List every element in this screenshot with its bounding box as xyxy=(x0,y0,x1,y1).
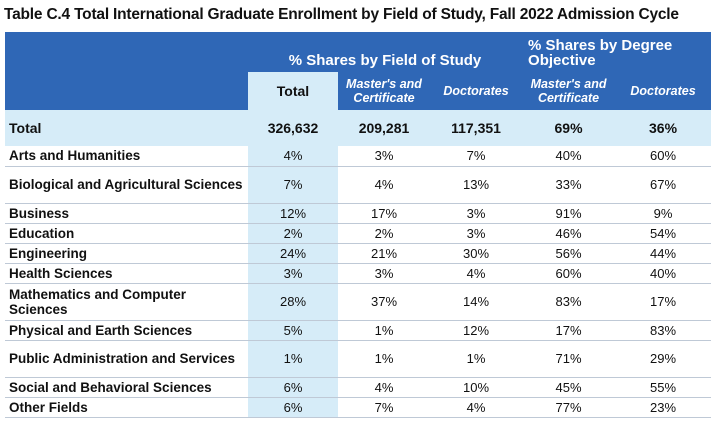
cell-degree-masters: 45% xyxy=(522,377,616,398)
cell-degree-masters: 71% xyxy=(522,340,616,378)
header-col-field-masters: Master's and Certificate xyxy=(338,72,430,110)
table-row: Business 12% 17% 3% 91% 9% xyxy=(5,203,712,224)
header-col-degree-doctorates: Doctorates xyxy=(615,72,712,110)
header-group-degree: % Shares by Degree Objective xyxy=(522,32,712,72)
cell-degree-masters: 91% xyxy=(522,203,616,224)
cell-total: 24% xyxy=(248,243,338,264)
cell-field-masters: 4% xyxy=(338,377,430,398)
cell-degree-doctorates: 17% xyxy=(615,283,712,321)
cell-total: 12% xyxy=(248,203,338,224)
table-row: Other Fields 6% 7% 4% 77% 23% xyxy=(5,397,712,418)
header-col-total: Total xyxy=(248,72,338,110)
cell-field-doctorates: 14% xyxy=(430,283,523,321)
cell-field-masters: 17% xyxy=(338,203,430,224)
row-label: Public Administration and Services xyxy=(5,340,248,378)
cell-field-doctorates: 3% xyxy=(430,203,523,224)
cell-degree-masters: 83% xyxy=(522,283,616,321)
table-row: Engineering 24% 21% 30% 56% 44% xyxy=(5,243,712,264)
enrollment-table: % Shares by Field of Study % Shares by D… xyxy=(5,32,712,418)
cell-field-masters: 37% xyxy=(338,283,430,321)
cell-field-masters: 1% xyxy=(338,320,430,341)
table-title: Table C.4 Total International Graduate E… xyxy=(4,6,679,23)
cell-degree-doctorates: 54% xyxy=(615,223,712,244)
row-label: Engineering xyxy=(5,243,248,264)
cell-field-doctorates: 7% xyxy=(430,146,523,167)
row-label: Biological and Agricultural Sciences xyxy=(5,166,248,204)
total-row: Total 326,632 209,281 117,351 69% 36% xyxy=(5,110,712,146)
cell-field-doctorates: 117,351 xyxy=(430,110,523,146)
cell-total: 3% xyxy=(248,263,338,284)
table-row: Public Administration and Services 1% 1% 1%… xyxy=(5,340,712,378)
header-blank xyxy=(5,32,248,72)
cell-degree-doctorates: 40% xyxy=(615,263,712,284)
cell-field-doctorates: 4% xyxy=(430,263,523,284)
cell-degree-masters: 46% xyxy=(522,223,616,244)
table-row: Biological and Agricultural Sciences 7% 4%… xyxy=(5,166,712,204)
cell-degree-doctorates: 83% xyxy=(615,320,712,341)
table-row: Arts and Humanities 4% 3% 7% 40% 60% xyxy=(5,146,712,167)
cell-field-doctorates: 12% xyxy=(430,320,523,341)
cell-field-doctorates: 30% xyxy=(430,243,523,264)
cell-total: 4% xyxy=(248,146,338,167)
row-label: Business xyxy=(5,203,248,224)
table-row: Education 2% 2% 3% 46% 54% xyxy=(5,223,712,244)
cell-total: 6% xyxy=(248,377,338,398)
row-label: Education xyxy=(5,223,248,244)
cell-field-doctorates: 10% xyxy=(430,377,523,398)
header-blank-sub xyxy=(5,72,248,110)
header-col-field-doctorates: Doctorates xyxy=(430,72,523,110)
row-label: Arts and Humanities xyxy=(5,146,248,167)
cell-field-doctorates: 3% xyxy=(430,223,523,244)
cell-field-masters: 209,281 xyxy=(338,110,430,146)
cell-degree-doctorates: 60% xyxy=(615,146,712,167)
cell-degree-masters: 17% xyxy=(522,320,616,341)
cell-field-masters: 2% xyxy=(338,223,430,244)
table-row: Physical and Earth Sciences 5% 1% 12% 17% 83% xyxy=(5,320,712,341)
cell-degree-masters: 33% xyxy=(522,166,616,204)
cell-degree-masters: 40% xyxy=(522,146,616,167)
header-col-degree-masters: Master's and Certificate xyxy=(522,72,616,110)
cell-total: 5% xyxy=(248,320,338,341)
cell-degree-masters: 69% xyxy=(522,110,616,146)
table-row: Mathematics and Computer Sciences 28% 37% 1… xyxy=(5,283,712,321)
cell-total: 7% xyxy=(248,166,338,204)
cell-field-doctorates: 13% xyxy=(430,166,523,204)
cell-field-doctorates: 4% xyxy=(430,397,523,418)
cell-degree-masters: 56% xyxy=(522,243,616,264)
cell-total: 6% xyxy=(248,397,338,418)
table-row: Social and Behavioral Sciences 6% 4% 10% 45%… xyxy=(5,377,712,398)
table-row: Health Sciences 3% 3% 4% 60% 40% xyxy=(5,263,712,284)
cell-degree-doctorates: 44% xyxy=(615,243,712,264)
row-label: Health Sciences xyxy=(5,263,248,284)
cell-total: 2% xyxy=(248,223,338,244)
cell-degree-masters: 60% xyxy=(522,263,616,284)
cell-field-masters: 7% xyxy=(338,397,430,418)
cell-total: 326,632 xyxy=(248,110,338,146)
row-label: Total xyxy=(5,110,248,146)
cell-total: 1% xyxy=(248,340,338,378)
cell-degree-doctorates: 9% xyxy=(615,203,712,224)
cell-field-masters: 3% xyxy=(338,146,430,167)
cell-field-masters: 4% xyxy=(338,166,430,204)
header-group-field: % Shares by Field of Study xyxy=(248,32,523,72)
row-label: Physical and Earth Sciences xyxy=(5,320,248,341)
cell-degree-doctorates: 55% xyxy=(615,377,712,398)
cell-field-masters: 1% xyxy=(338,340,430,378)
cell-degree-doctorates: 67% xyxy=(615,166,712,204)
cell-degree-masters: 77% xyxy=(522,397,616,418)
cell-degree-doctorates: 23% xyxy=(615,397,712,418)
cell-degree-doctorates: 36% xyxy=(615,110,712,146)
row-label: Social and Behavioral Sciences xyxy=(5,377,248,398)
cell-degree-doctorates: 29% xyxy=(615,340,712,378)
cell-total: 28% xyxy=(248,283,338,321)
cell-field-masters: 21% xyxy=(338,243,430,264)
cell-field-doctorates: 1% xyxy=(430,340,523,378)
row-label: Other Fields xyxy=(5,397,248,418)
cell-field-masters: 3% xyxy=(338,263,430,284)
row-label: Mathematics and Computer Sciences xyxy=(5,283,248,321)
